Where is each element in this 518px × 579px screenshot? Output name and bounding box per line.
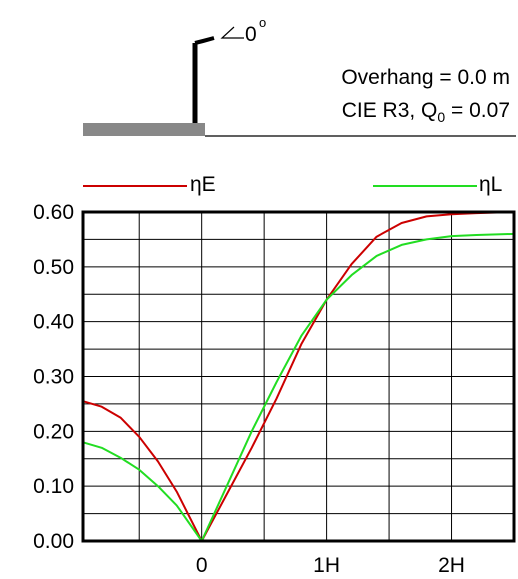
series-line-eta-e [82,211,515,542]
series-line-eta-l [82,232,515,542]
legend-label-eta-l: ηL [479,173,502,196]
legend-label-eta-e: ηE [190,173,216,196]
y-tick-label: 0.60 [33,201,74,224]
y-tick-label: 0.20 [33,420,74,443]
road-surface [83,123,205,136]
y-tick-label: 0.30 [33,366,74,389]
x-tick-label: 1H [313,554,340,577]
cie-suffix: = 0.07 [445,99,510,122]
series-group [82,211,515,542]
tilt-degree-mark: o [259,15,266,30]
y-tick-label: 0.50 [33,256,74,279]
y-tick-label: 0.10 [33,475,74,498]
tilt-angle-label: 0 [245,23,257,46]
y-tick-labels: 0.00 0.10 0.20 0.30 0.40 0.50 0.60 [33,201,74,553]
x-tick-label: 2H [438,554,465,577]
y-tick-label: 0.40 [33,311,74,334]
overhang-label: Overhang = 0.0 m [341,66,510,89]
plot-frame [81,210,516,543]
x-tick-labels: 0 1H 2H [196,554,465,577]
x-tick-label: 0 [196,554,208,577]
tilt-angle-icon [220,26,244,39]
y-tick-label: 0.00 [33,530,74,553]
luminaire-arm [194,36,215,45]
cie-label: CIE R3, Q0 = 0.07 [342,99,510,125]
cie-prefix: CIE R3, Q [342,99,438,122]
grid [83,212,515,541]
plot-area: 0.00 0.10 0.20 0.30 0.40 0.50 0.60 0 1H 2H [33,201,516,577]
cie-subscript: 0 [437,109,445,125]
